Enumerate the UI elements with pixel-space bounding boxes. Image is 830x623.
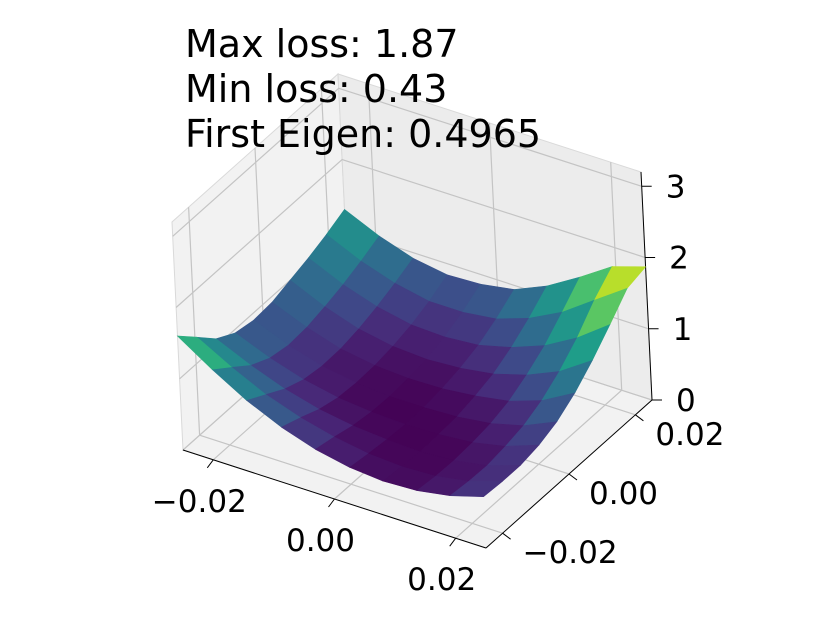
z-tick-label: 2 <box>669 241 689 277</box>
loss-stats-text: Max loss: 1.87 Min loss: 0.43 First Eige… <box>185 22 541 157</box>
max-loss-label: Max loss: 1.87 <box>185 22 459 66</box>
x-tick <box>449 537 457 547</box>
x-tick <box>206 459 214 469</box>
y-tick <box>635 414 644 422</box>
z-gridline <box>175 158 646 308</box>
z-gridline <box>172 87 642 237</box>
x-tick <box>328 498 335 508</box>
loss-surface <box>176 208 647 498</box>
z-axis-line <box>640 171 653 401</box>
y-tick-label: 0.00 <box>589 476 658 512</box>
x-tick-label: −0.02 <box>152 484 247 520</box>
z-tick-label: 1 <box>673 312 693 348</box>
axis-ticks <box>206 185 662 547</box>
x-tick-label: 0.00 <box>286 523 355 559</box>
y-tick-label: 0.02 <box>655 417 724 453</box>
min-loss-label: Min loss: 0.43 <box>185 67 448 111</box>
x-tick-label: 0.02 <box>407 562 476 598</box>
first-eigen-label: First Eigen: 0.4965 <box>185 112 542 156</box>
surface-patch <box>449 480 504 498</box>
y-tick <box>502 532 511 540</box>
z-tick-label: 0 <box>676 383 696 419</box>
y-tick <box>568 473 578 481</box>
z-tick-label: 3 <box>666 169 686 205</box>
y-tick-label: −0.02 <box>523 535 618 571</box>
